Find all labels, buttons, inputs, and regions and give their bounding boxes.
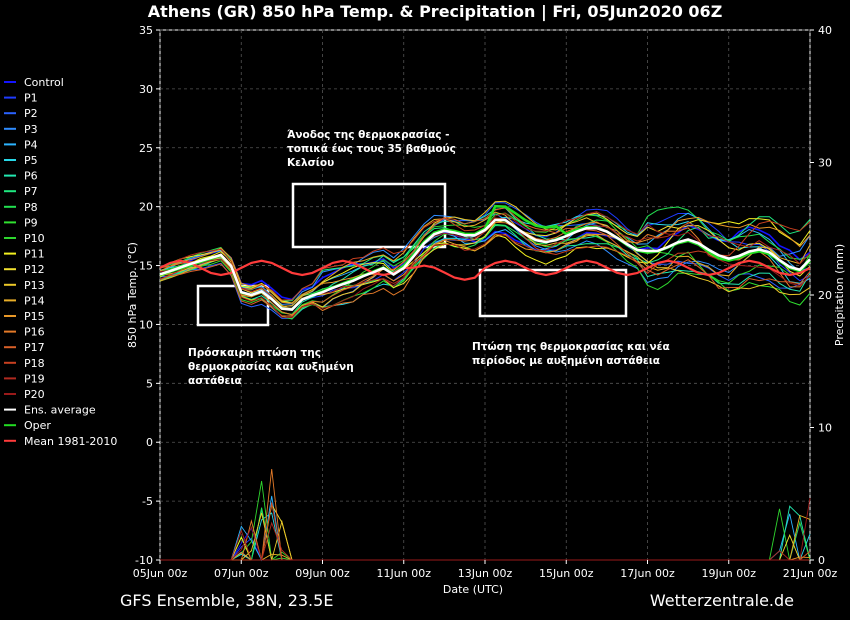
x-tick-label: 09Jun 00z [295,567,350,580]
annotation-boxes [196,182,628,327]
annotation-box-rise [291,182,447,249]
legend-label: P6 [24,170,38,183]
footer-model-info: GFS Ensemble, 38N, 23.5E [120,591,333,610]
x-tick-label: 17Jun 00z [620,567,675,580]
legend-label: P15 [24,310,45,323]
x-tick-label: 15Jun 00z [539,567,594,580]
annotation-rise: Άνοδος της θερμοκρασίας - τοπικά έως του… [287,129,456,169]
legend-label: P10 [24,232,45,245]
temp-line-p17 [159,207,811,317]
annotation-temp-drop: Πρόσκαιρη πτώση της θερμοκρασίας και αυξ… [188,347,354,387]
y-axis-right-ticks: 0 10 20 30 40 [810,24,832,567]
y-right-tick-label: 10 [818,422,832,435]
annotation-drop-line1: Πρόσκαιρη πτώση της [188,347,321,359]
temperature-series [159,200,811,320]
x-tick-label: 13Jun 00z [458,567,513,580]
legend-label: P1 [24,92,38,105]
y-left-tick-label: 5 [146,377,153,390]
legend-label: P12 [24,263,45,276]
y-right-tick-label: 40 [818,24,832,37]
annotation-drop-line2: θερμοκρασίας και αυξημένη [188,361,354,373]
legend-label: P4 [24,138,38,151]
y-right-tick-label: 30 [818,157,832,170]
y-axis-left-ticks: -10 -5 0 5 10 15 20 25 30 35 [135,24,160,567]
legend-label: P14 [24,294,45,307]
x-axis-ticks: 05Jun 00z 07Jun 00z 09Jun 00z 11Jun 00z 13Ju… [133,560,838,580]
annotation-drop-line3: αστάθεια [188,375,242,387]
legend-label: Mean 1981-2010 [24,435,117,448]
annotation-rise-line1: Άνοδος της θερμοκρασίας - [287,129,450,141]
legend-label: Oper [24,419,51,432]
temp-line-p19 [159,221,811,309]
annotation-rise-line3: Κελσίου [287,157,334,169]
y-left-tick-label: 0 [146,436,153,449]
legend-label: P17 [24,341,45,354]
x-tick-label: 11Jun 00z [377,567,432,580]
y-left-tick-label: 15 [139,260,153,273]
y-axis-left-label: 850 hPa Temp. (°C) [126,242,139,348]
y-left-tick-label: 30 [139,83,153,96]
legend-label: P8 [24,201,38,214]
annotation-new-line2: περίοδος με αυξημένη αστάθεια [472,355,660,367]
temp-line-mean-1981-2010 [159,259,811,281]
temp-line-p2 [159,202,811,319]
y-left-tick-label: 10 [139,318,153,331]
y-left-tick-label: 35 [139,24,153,37]
legend: Control P1 P2 P3 P4 P5 P6 P7 P8 P9 P10 P11 P12 P13 P14… [4,76,117,448]
x-tick-label: 07Jun 00z [214,567,269,580]
y-left-tick-label: 25 [139,142,153,155]
y-right-tick-label: 0 [818,554,825,567]
temp-line-p4 [159,212,811,307]
y-axis-right-label: Precipitation (mm) [833,244,846,346]
legend-label: Control [24,76,64,89]
chart-title: Athens (GR) 850 hPa Temp. & Precipitatio… [148,2,723,22]
footer-source: Wetterzentrale.de [650,591,794,610]
legend-label: P2 [24,107,38,120]
annotation-rise-line2: τοπικά έως τους 35 βαθμούς [287,143,456,155]
legend-label: P9 [24,216,38,229]
annotation-box-temp-drop [196,284,270,327]
legend-label: P16 [24,326,45,339]
legend-label: P7 [24,185,38,198]
temp-line-p15 [159,216,811,304]
legend-label: P19 [24,372,45,385]
y-right-tick-label: 20 [818,289,832,302]
x-axis-label: Date (UTC) [443,583,503,596]
legend-label: P5 [24,154,38,167]
legend-label: Ens. average [24,404,96,417]
y-left-tick-label: -10 [135,554,153,567]
legend-label: P13 [24,279,45,292]
annotation-new-line1: Πτώση της θερμοκρασίας και νέα [472,341,670,353]
annotation-new-period: Πτώση της θερμοκρασίας και νέα περίοδος … [472,341,670,367]
legend-label: P11 [24,248,45,261]
temp-line-ens-average [159,218,811,311]
x-tick-label: 05Jun 00z [133,567,188,580]
x-tick-label: 19Jun 00z [702,567,757,580]
y-left-tick-label: -5 [142,495,153,508]
annotation-box-new-period [478,268,628,318]
y-left-tick-label: 20 [139,201,153,214]
legend-label: P18 [24,357,45,370]
x-tick-label: 21Jun 00z [783,567,838,580]
legend-label: P20 [24,388,45,401]
legend-label: P3 [24,123,38,136]
